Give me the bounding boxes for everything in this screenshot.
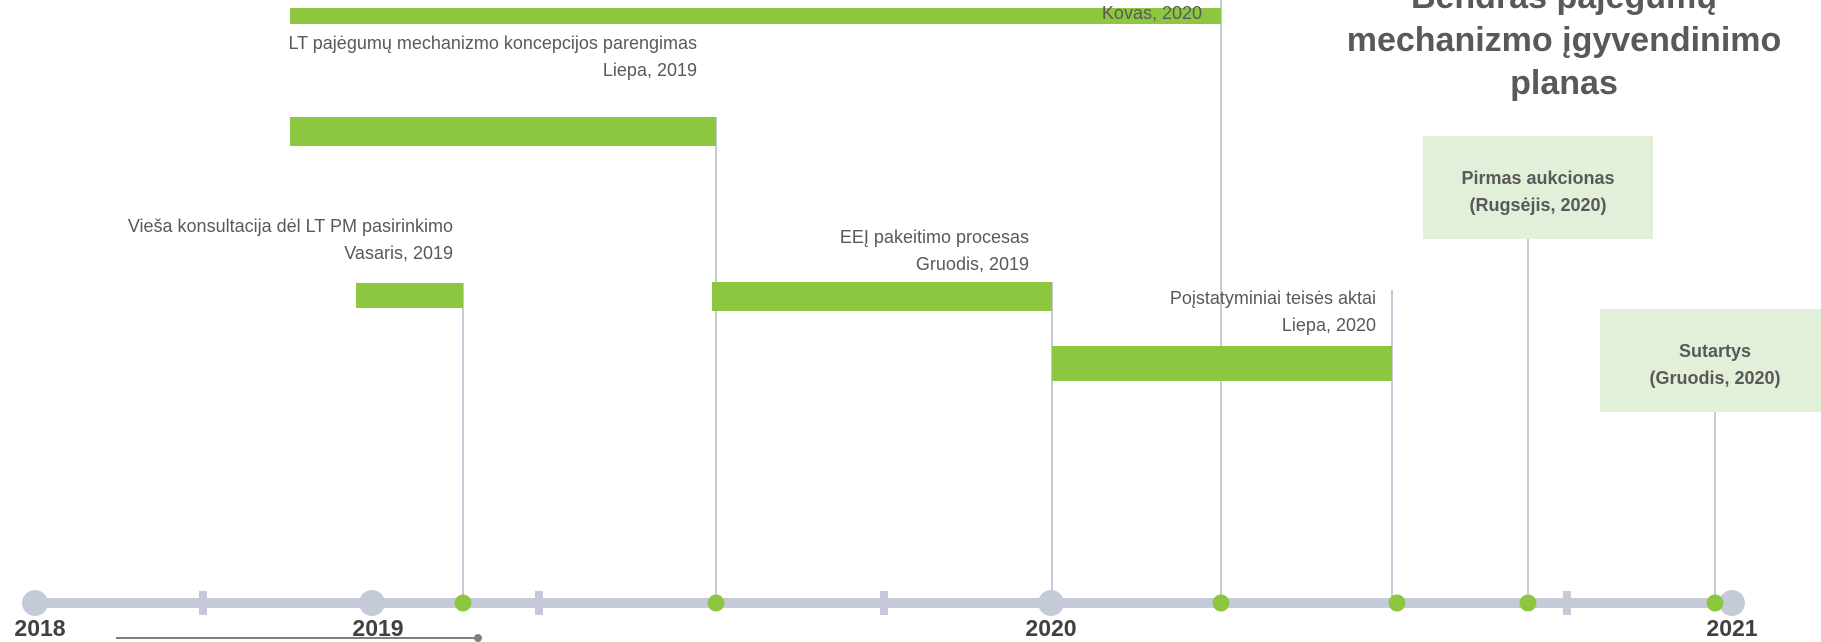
year-label: 2020 [1025, 615, 1076, 641]
milestone-label: Sutartys [1679, 341, 1751, 361]
task-date: Vasaris, 2019 [344, 243, 453, 263]
milestone-label: Pirmas aukcionas [1461, 168, 1614, 188]
task-bar [290, 117, 716, 146]
task-label: EEĮ pakeitimo procesas [840, 227, 1029, 247]
milestone-date: (Rugsėjis, 2020) [1469, 195, 1606, 215]
milestone-dot [707, 594, 725, 612]
milestone-dot [1212, 594, 1230, 612]
task-bar [356, 283, 463, 308]
year-dot [22, 590, 48, 616]
year-dot [359, 590, 385, 616]
axis-tick [199, 591, 207, 615]
task-date: Liepa, 2020 [1282, 315, 1376, 335]
task-date: Kovas, 2020 [1102, 3, 1202, 23]
task-label: Poįstatyminiai teisės aktai [1170, 288, 1376, 308]
axis-tick [880, 591, 888, 615]
milestone-dot [1706, 594, 1724, 612]
task-label: Vieša konsultacija dėl LT PM pasirinkimo [128, 216, 453, 236]
task-bar [712, 282, 1052, 311]
year-label: 2019 [352, 615, 403, 641]
task-date: Liepa, 2019 [603, 60, 697, 80]
task-bar [1052, 346, 1392, 381]
title: planas [1510, 64, 1618, 102]
task-bar [290, 8, 1221, 24]
milestone-box [1423, 136, 1653, 239]
milestone-box [1600, 309, 1821, 412]
title: Bendras pajėgumų [1411, 0, 1717, 16]
year-label: 2018 [14, 615, 65, 641]
year-dot [1038, 590, 1064, 616]
task-date: Gruodis, 2019 [916, 254, 1029, 274]
milestone-dot [454, 594, 472, 612]
milestone-dot [1388, 594, 1406, 612]
milestone-dot [1519, 594, 1537, 612]
axis-tick [1563, 591, 1571, 615]
task-label: LT pajėgumų mechanizmo koncepcijos paren… [288, 33, 697, 53]
axis-tick [535, 591, 543, 615]
year-dot [1719, 590, 1745, 616]
year-label: 2021 [1706, 615, 1757, 641]
title: mechanizmo įgyvendinimo [1347, 21, 1782, 59]
scroll-dot [474, 634, 482, 642]
milestone-date: (Gruodis, 2020) [1649, 368, 1780, 388]
